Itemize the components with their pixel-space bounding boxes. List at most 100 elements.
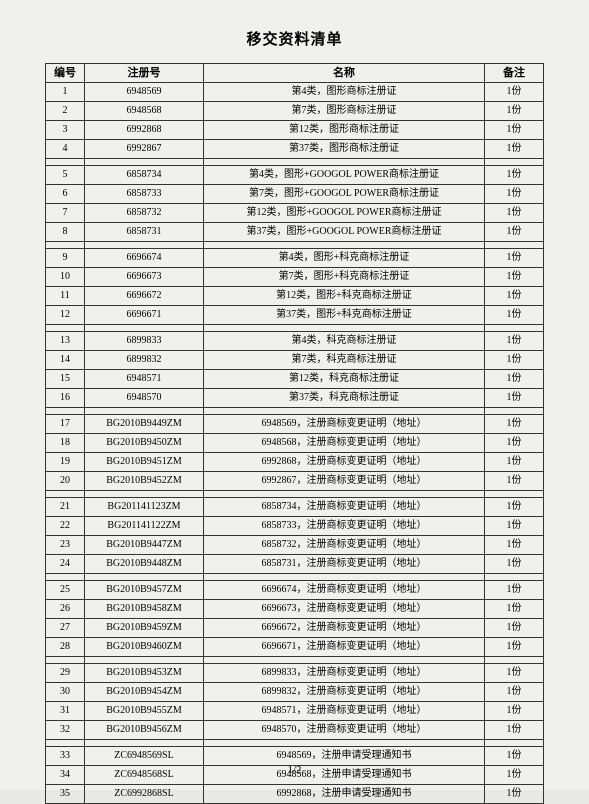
header-name: 名称 (204, 64, 485, 83)
table-row: 32BG2010B9456ZM6948570，注册商标变更证明（地址）1份 (46, 721, 544, 740)
header-note: 备注 (485, 64, 544, 83)
cell-reg: BG2010B9458ZM (85, 600, 204, 619)
cell-name: 6899832，注册商标变更证明（地址） (204, 683, 485, 702)
table-row: 146899832第7类，科克商标注册证1份 (46, 351, 544, 370)
cell-name: 第37类，图形商标注册证 (204, 140, 485, 159)
document-title: 移交资料清单 (45, 28, 544, 49)
table-row: 25BG2010B9457ZM6696674，注册商标变更证明（地址）1份 (46, 581, 544, 600)
spacer-row (46, 242, 544, 249)
table-header-row: 编号 注册号 名称 备注 (46, 64, 544, 83)
cell-reg: 6948569 (85, 83, 204, 102)
table-row: 166948570第37类，科克商标注册证1份 (46, 389, 544, 408)
cell-note: 1份 (485, 453, 544, 472)
table-row: 26BG2010B9458ZM6696673，注册商标变更证明（地址）1份 (46, 600, 544, 619)
cell-reg: 6992868 (85, 121, 204, 140)
cell-note: 1份 (485, 389, 544, 408)
cell-note: 1份 (485, 555, 544, 574)
cell-reg: BG2010B9451ZM (85, 453, 204, 472)
cell-name: 6696671，注册商标变更证明（地址） (204, 638, 485, 657)
cell-name: 第7类，科克商标注册证 (204, 351, 485, 370)
header-reg: 注册号 (85, 64, 204, 83)
cell-note: 1份 (485, 702, 544, 721)
cell-idx: 16 (46, 389, 85, 408)
cell-idx: 14 (46, 351, 85, 370)
cell-reg: BG2010B9459ZM (85, 619, 204, 638)
cell-idx: 4 (46, 140, 85, 159)
cell-idx: 27 (46, 619, 85, 638)
cell-idx: 2 (46, 102, 85, 121)
cell-reg: BG201141123ZM (85, 498, 204, 517)
cell-idx: 23 (46, 536, 85, 555)
cell-name: 第37类，科克商标注册证 (204, 389, 485, 408)
cell-idx: 22 (46, 517, 85, 536)
cell-reg: BG2010B9454ZM (85, 683, 204, 702)
cell-idx: 19 (46, 453, 85, 472)
cell-note: 1份 (485, 638, 544, 657)
cell-idx: 26 (46, 600, 85, 619)
cell-note: 1份 (485, 472, 544, 491)
table-row: 136899833第4类，科克商标注册证1份 (46, 332, 544, 351)
cell-note: 1份 (485, 434, 544, 453)
cell-note: 1份 (485, 600, 544, 619)
data-table: 编号 注册号 名称 备注 16948569第4类，图形商标注册证1份269485… (45, 63, 544, 804)
cell-name: 第12类，科克商标注册证 (204, 370, 485, 389)
cell-reg: 6992867 (85, 140, 204, 159)
cell-note: 1份 (485, 268, 544, 287)
table-row: 156948571第12类，科克商标注册证1份 (46, 370, 544, 389)
table-row: 26948568第7类，图形商标注册证1份 (46, 102, 544, 121)
table-row: 96696674第4类，图形+科克商标注册证1份 (46, 249, 544, 268)
cell-idx: 10 (46, 268, 85, 287)
table-row: 36992868第12类，图形商标注册证1份 (46, 121, 544, 140)
table-row: 46992867第37类，图形商标注册证1份 (46, 140, 544, 159)
cell-note: 1份 (485, 185, 544, 204)
cell-name: 6696674，注册商标变更证明（地址） (204, 581, 485, 600)
cell-idx: 6 (46, 185, 85, 204)
cell-name: 第7类，图形+GOOGOL POWER商标注册证 (204, 185, 485, 204)
cell-name: 第37类，图形+GOOGOL POWER商标注册证 (204, 223, 485, 242)
table-row: 33ZC6948569SL6948569，注册申请受理通知书1份 (46, 747, 544, 766)
table-row: 16948569第4类，图形商标注册证1份 (46, 83, 544, 102)
page-footer: 1/2 (0, 764, 589, 776)
cell-note: 1份 (485, 306, 544, 325)
cell-idx: 12 (46, 306, 85, 325)
cell-note: 1份 (485, 517, 544, 536)
table-row: 106696673第7类，图形+科克商标注册证1份 (46, 268, 544, 287)
cell-idx: 30 (46, 683, 85, 702)
cell-reg: BG2010B9448ZM (85, 555, 204, 574)
cell-reg: 6696671 (85, 306, 204, 325)
document-page: 移交资料清单 编号 注册号 名称 备注 16948569第4类，图形商标注册证1… (0, 0, 589, 790)
table-row: 31BG2010B9455ZM6948571，注册商标变更证明（地址）1份 (46, 702, 544, 721)
cell-note: 1份 (485, 204, 544, 223)
cell-name: 6948569，注册申请受理通知书 (204, 747, 485, 766)
cell-note: 1份 (485, 747, 544, 766)
table-row: 20BG2010B9452ZM6992867，注册商标变更证明（地址）1份 (46, 472, 544, 491)
spacer-row (46, 325, 544, 332)
cell-note: 1份 (485, 83, 544, 102)
table-row: 116696672第12类，图形+科克商标注册证1份 (46, 287, 544, 306)
table-body: 16948569第4类，图形商标注册证1份26948568第7类，图形商标注册证… (46, 83, 544, 804)
spacer-row (46, 657, 544, 664)
cell-reg: BG2010B9460ZM (85, 638, 204, 657)
cell-reg: BG2010B9450ZM (85, 434, 204, 453)
cell-name: 第37类，图形+科克商标注册证 (204, 306, 485, 325)
header-idx: 编号 (46, 64, 85, 83)
cell-note: 1份 (485, 140, 544, 159)
cell-reg: 6858734 (85, 166, 204, 185)
cell-note: 1份 (485, 721, 544, 740)
cell-idx: 21 (46, 498, 85, 517)
table-row: 29BG2010B9453ZM6899833，注册商标变更证明（地址）1份 (46, 664, 544, 683)
cell-note: 1份 (485, 287, 544, 306)
cell-name: 6858734，注册商标变更证明（地址） (204, 498, 485, 517)
cell-idx: 15 (46, 370, 85, 389)
cell-name: 第12类，图形+GOOGOL POWER商标注册证 (204, 204, 485, 223)
cell-idx: 31 (46, 702, 85, 721)
table-row: 17BG2010B9449ZM6948569，注册商标变更证明（地址）1份 (46, 415, 544, 434)
spacer-row (46, 574, 544, 581)
cell-reg: ZC6992868SL (85, 785, 204, 804)
table-row: 27BG2010B9459ZM6696672，注册商标变更证明（地址）1份 (46, 619, 544, 638)
cell-note: 1份 (485, 785, 544, 804)
cell-idx: 20 (46, 472, 85, 491)
cell-idx: 24 (46, 555, 85, 574)
cell-reg: 6696674 (85, 249, 204, 268)
cell-name: 第7类，图形商标注册证 (204, 102, 485, 121)
